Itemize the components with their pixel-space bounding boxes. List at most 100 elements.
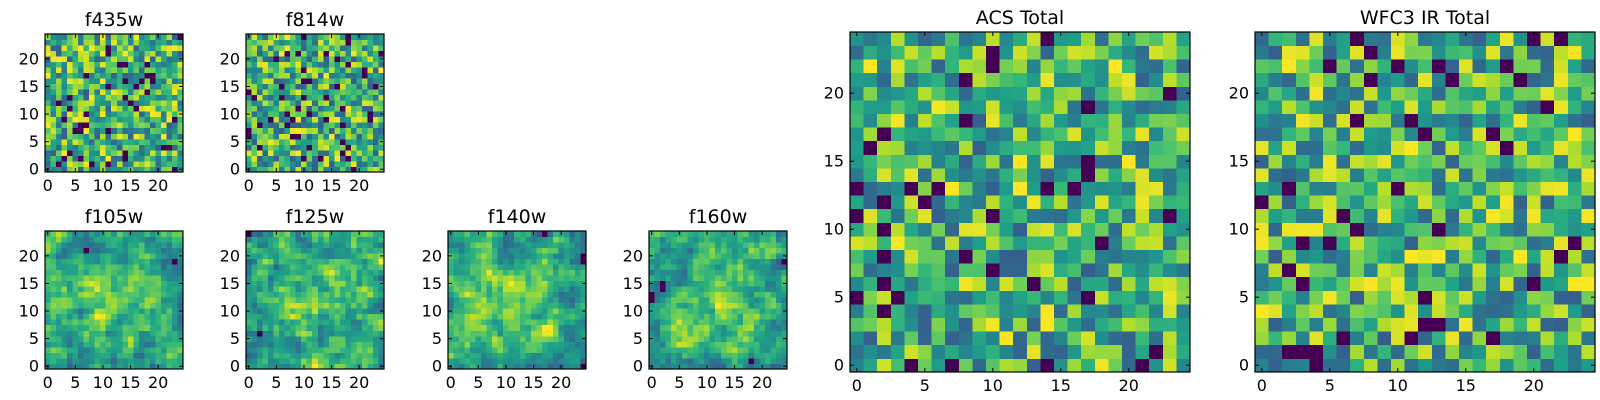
heatmap-cell xyxy=(759,346,766,353)
heatmap-cell xyxy=(1135,113,1150,128)
heatmap-cell xyxy=(72,357,79,364)
heatmap-cell xyxy=(323,231,330,237)
heatmap-cell xyxy=(1067,236,1082,250)
heatmap-cell xyxy=(986,195,1000,210)
heatmap-cell xyxy=(569,231,576,237)
heatmap-cell xyxy=(459,275,465,282)
heatmap-cell xyxy=(1162,222,1177,237)
heatmap-cell xyxy=(547,253,554,259)
heatmap-cell xyxy=(94,166,101,173)
heatmap-cell xyxy=(350,100,357,107)
heatmap-cell xyxy=(863,290,878,305)
heatmap-cell xyxy=(284,335,291,342)
heatmap-cell xyxy=(453,363,460,370)
heatmap-cell xyxy=(1404,208,1419,223)
heatmap-cell xyxy=(138,155,145,162)
heatmap-cell xyxy=(742,363,749,370)
heatmap-cell xyxy=(676,264,683,271)
heatmap-cell xyxy=(737,297,744,304)
heatmap-cell xyxy=(100,275,107,282)
heatmap-cell xyxy=(1026,276,1041,291)
heatmap-cell xyxy=(687,247,694,254)
heatmap-cell xyxy=(345,50,352,57)
heatmap-cell xyxy=(958,32,973,46)
y-tick-label: 20 xyxy=(824,84,844,103)
heatmap-cell xyxy=(284,50,291,57)
heatmap-cell xyxy=(1350,304,1365,318)
heatmap-cell xyxy=(72,280,79,287)
heatmap-cell xyxy=(682,269,689,276)
chart-title: f140w xyxy=(488,206,547,228)
heatmap-cell xyxy=(698,363,705,370)
heatmap-cell xyxy=(654,352,661,359)
heatmap-cell xyxy=(361,291,368,298)
heatmap-cell xyxy=(127,144,134,151)
heatmap-cell xyxy=(100,155,107,162)
heatmap-cell xyxy=(519,231,526,237)
heatmap-cell xyxy=(83,116,90,123)
heatmap-cell xyxy=(111,269,118,276)
heatmap-cell xyxy=(367,39,374,46)
heatmap-cell xyxy=(89,330,96,337)
heatmap-cell xyxy=(569,313,576,320)
heatmap-cell xyxy=(345,67,352,74)
heatmap-cell xyxy=(687,357,694,364)
heatmap-cell xyxy=(301,127,308,134)
heatmap-cell xyxy=(144,258,151,265)
heatmap-cell xyxy=(67,138,73,145)
heatmap-cell xyxy=(149,133,156,140)
x-tick-label: 0 xyxy=(647,373,657,392)
heatmap-cell xyxy=(262,94,269,101)
heatmap-cell xyxy=(279,144,286,151)
heatmap-cell xyxy=(361,258,368,265)
heatmap-cell xyxy=(345,83,352,90)
heatmap-cell xyxy=(654,335,661,342)
heatmap-cell xyxy=(177,341,184,348)
heatmap-cell xyxy=(459,231,465,237)
heatmap-cell xyxy=(1149,331,1164,346)
heatmap-cell xyxy=(72,346,79,353)
heatmap-cell xyxy=(372,258,379,265)
heatmap-cell xyxy=(448,291,454,298)
heatmap-cell xyxy=(312,122,319,129)
heatmap-cell xyxy=(284,83,291,90)
heatmap-cell xyxy=(50,160,57,167)
heatmap-cell xyxy=(497,297,504,304)
heatmap-cell xyxy=(317,105,324,112)
heatmap-cell xyxy=(312,308,319,315)
heatmap-cell xyxy=(770,313,777,320)
heatmap-cell xyxy=(492,363,499,370)
heatmap-cell xyxy=(356,291,363,298)
heatmap-cell xyxy=(94,291,101,298)
heatmap-cell xyxy=(334,155,341,162)
heatmap-cell xyxy=(61,144,68,151)
heatmap-cell xyxy=(284,78,291,85)
heatmap-cell xyxy=(1486,344,1501,359)
heatmap-cell xyxy=(361,133,368,140)
heatmap-cell xyxy=(781,275,788,282)
heatmap-cell xyxy=(268,302,274,309)
heatmap-cell xyxy=(486,357,493,364)
heatmap-cell xyxy=(904,154,919,169)
heatmap-cell xyxy=(356,111,363,118)
heatmap-cell xyxy=(1282,331,1297,346)
heatmap-cell xyxy=(367,346,374,353)
heatmap-cell xyxy=(759,253,766,259)
heatmap-cell xyxy=(1499,181,1514,196)
heatmap-cell xyxy=(138,61,145,68)
heatmap-cell xyxy=(166,122,173,129)
heatmap-cell xyxy=(986,331,1000,346)
heatmap-cell xyxy=(72,72,79,79)
heatmap-cell xyxy=(149,78,156,85)
heatmap-cell xyxy=(693,313,700,320)
heatmap-cell xyxy=(133,155,140,162)
heatmap-cell xyxy=(295,83,302,90)
heatmap-cell xyxy=(682,308,689,315)
heatmap-cell xyxy=(715,291,722,298)
heatmap-cell xyxy=(704,258,711,265)
heatmap-cell xyxy=(580,302,587,309)
heatmap-cell xyxy=(574,291,581,298)
heatmap-cell xyxy=(177,236,184,243)
heatmap-cell xyxy=(563,308,570,315)
heatmap-cell xyxy=(317,133,324,140)
